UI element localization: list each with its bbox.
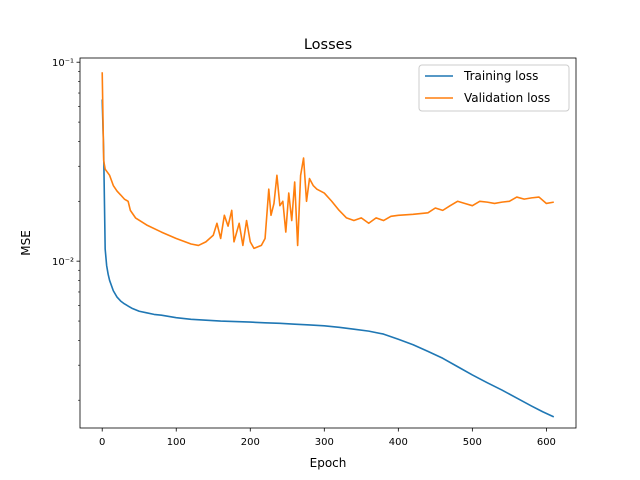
x-tick-label: 400 bbox=[389, 437, 408, 448]
x-axis-label: Epoch bbox=[310, 456, 347, 470]
plot-area bbox=[79, 57, 577, 429]
legend-label-training: Training loss bbox=[463, 69, 538, 83]
y-axis: 10⁻² 10⁻¹ bbox=[52, 58, 80, 401]
series-line-validation bbox=[101, 72, 554, 250]
legend-box bbox=[418, 64, 570, 112]
y-tick-label: 10⁻¹ bbox=[52, 58, 74, 69]
x-tick-label: 200 bbox=[241, 437, 260, 448]
x-tick-label: 300 bbox=[315, 437, 334, 448]
legend-label-validation: Validation loss bbox=[464, 91, 550, 105]
x-axis: 0 100 200 300 400 500 600 bbox=[99, 428, 556, 448]
chart-title: Losses bbox=[304, 37, 352, 53]
y-axis-label: MSE bbox=[19, 230, 33, 256]
x-tick-label: 600 bbox=[537, 437, 556, 448]
x-tick-label: 100 bbox=[167, 437, 186, 448]
y-tick-label: 10⁻² bbox=[52, 257, 74, 268]
series-line-training bbox=[101, 99, 555, 418]
x-tick-label: 0 bbox=[99, 437, 105, 448]
axes-frame bbox=[79, 57, 577, 429]
x-tick-label: 500 bbox=[463, 437, 482, 448]
legend: Training loss Validation loss bbox=[418, 64, 570, 112]
series-layer bbox=[101, 72, 555, 418]
